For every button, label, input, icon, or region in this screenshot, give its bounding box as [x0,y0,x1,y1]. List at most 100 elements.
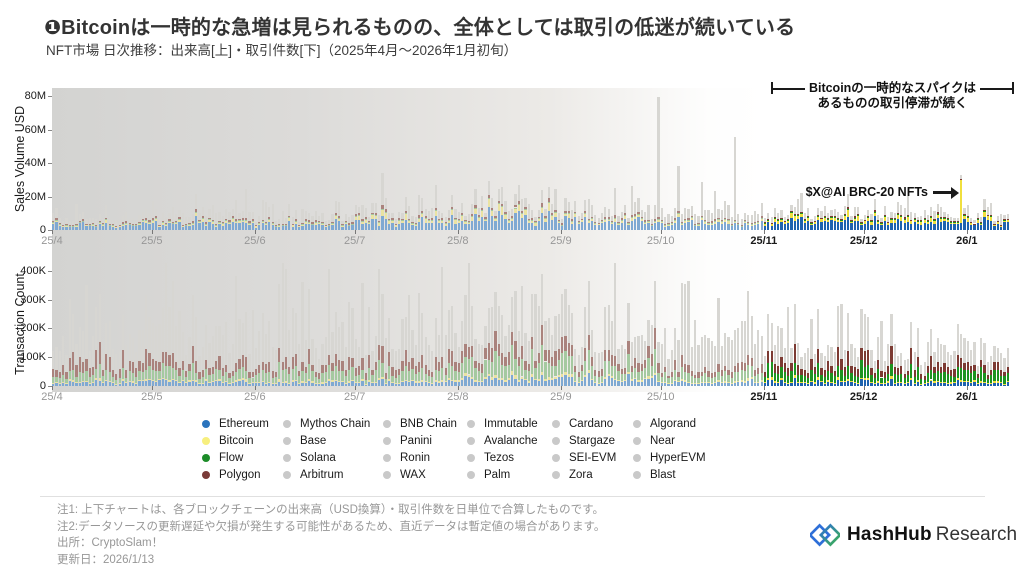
bar-segment [830,347,833,367]
bar-segment [723,381,727,383]
bar-segment [338,371,341,381]
bar-segment [990,374,993,383]
bar-segment [630,220,634,230]
bar-segment [817,348,820,364]
bar-segment [813,382,816,384]
bar-segment [847,350,850,366]
bar-segment [301,209,304,224]
bar-segment [840,219,843,220]
bar-segment [427,345,431,371]
bar-segment [304,373,308,383]
bar-segment [684,222,687,230]
bar-segment [880,217,883,223]
bar-segment [477,220,481,230]
bar-segment [584,347,587,362]
bar-segment [843,219,846,230]
bar-segment [331,221,334,223]
count-bar [321,262,324,386]
bar-segment [740,380,743,382]
bar-segment [564,197,567,211]
count-bar [733,262,737,386]
bar-segment [304,383,308,386]
bar-segment [404,220,407,230]
bar-segment [391,381,394,383]
bar-segment [594,382,597,386]
volume-bar [863,88,866,230]
count-bar [970,262,973,386]
bar-segment [843,375,846,382]
bar-segment [574,200,577,212]
bar-segment [131,223,135,226]
count-bar [98,262,101,386]
bar-segment [234,380,238,382]
bar-segment [713,223,717,230]
bar-segment [131,382,135,386]
bar-segment [424,209,427,216]
bar-segment [417,372,421,382]
bar-segment [304,211,308,220]
footnote-updated: 更新日：2026/1/13 [57,553,155,566]
count-bar [371,262,374,386]
bar-segment [624,205,627,213]
legend-label: Solana [300,452,336,464]
bar-segment [960,358,963,368]
bar-segment [560,352,564,375]
bar-segment [620,381,624,383]
volume-bar [896,88,900,230]
bar-segment [414,374,417,382]
legend-dot-icon [202,437,210,445]
bar-segment [291,379,294,382]
volume-bar [377,88,381,230]
bar-segment [211,374,214,382]
bar-segment [284,226,288,230]
bar-segment [677,166,680,212]
bar-segment [401,380,404,383]
count-bar [334,262,337,386]
bar-segment [640,218,644,221]
bar-segment [128,223,131,225]
bar-segment [713,346,717,372]
bar-segment [820,367,823,376]
count-bar [324,262,327,386]
bar-segment [803,213,806,219]
bar-segment [960,175,963,179]
volume-bar [441,88,444,230]
bar-segment [597,353,600,372]
bar-segment [540,371,544,375]
bar-segment [710,341,713,374]
count-bar [544,262,547,386]
bar-segment [294,312,298,355]
count-bar [524,262,527,386]
bar-segment [401,220,404,224]
bar-segment [966,216,969,218]
bar-segment [787,375,790,383]
volume-bar [308,88,311,230]
bar-segment [368,216,371,222]
bar-segment [893,222,896,230]
bar-segment [793,220,797,230]
volume-bar [590,88,594,230]
y-tick-mark [48,328,52,330]
bar-segment [451,207,454,210]
bar-segment [251,221,254,224]
bar-segment [148,224,151,230]
legend-item: Immutable [467,418,552,430]
bar-segment [328,226,331,230]
bar-segment [547,210,550,230]
count-bar [427,262,431,386]
bar-segment [427,211,431,220]
volume-bar [823,88,826,230]
volume-bar [511,88,514,230]
bar-segment [940,216,943,218]
legend-label: Mythos Chain [300,418,371,430]
bar-segment [737,363,740,373]
bar-segment [843,381,846,383]
bar-segment [308,288,311,349]
bar-segment [487,195,490,198]
bar-segment [644,220,647,222]
bar-segment [534,217,537,222]
bar-segment [973,220,976,224]
bar-segment [730,226,733,230]
bar-segment [78,214,81,221]
bar-segment [115,374,118,381]
